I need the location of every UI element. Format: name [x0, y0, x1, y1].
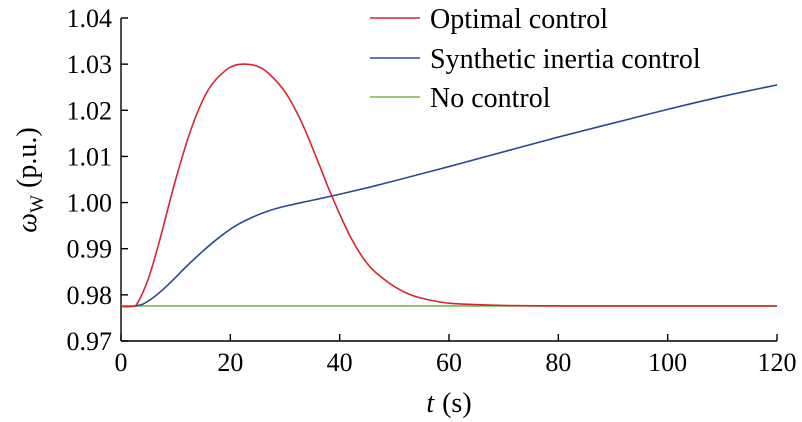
legend-label-optimal-control: Optimal control — [430, 4, 608, 35]
y-tick-label: 1.01 — [67, 142, 113, 171]
x-tick-label: 0 — [115, 348, 128, 377]
legend-label-no-control: No control — [430, 83, 551, 114]
y-tick-label: 1.02 — [67, 96, 113, 125]
x-tick-label: 80 — [545, 348, 571, 377]
x-axis-unit: (s) — [442, 388, 472, 419]
y-axis-symbol: ω — [12, 213, 43, 233]
x-tick-label: 100 — [648, 348, 687, 377]
y-axis-subscript: W — [27, 195, 48, 213]
x-tick-label: 40 — [327, 348, 353, 377]
y-axis-unit: (p.u.) — [12, 127, 43, 188]
y-tick-label: 0.97 — [67, 327, 113, 356]
ticks: 0 20 40 60 80 100 120 0.97 0.98 0.99 1.00 1.01 1.02 1… — [67, 4, 797, 377]
x-tick-label: 20 — [217, 348, 243, 377]
series-layer — [120, 63, 778, 308]
x-axis-title: t (s) — [426, 388, 471, 419]
x-tick-label: 60 — [436, 348, 462, 377]
y-tick-label: 0.98 — [67, 281, 113, 310]
y-tick-label: 0.99 — [67, 235, 113, 264]
series-line-synthetic-inertia-control — [120, 84, 778, 308]
series-line-optimal-control — [120, 63, 777, 308]
y-tick-label: 1.03 — [67, 50, 113, 79]
legend-label-synthetic-inertia-control: Synthetic inertia control — [430, 44, 701, 75]
legend: Optimal control Synthetic inertia contro… — [370, 4, 701, 114]
y-tick-label: 1.00 — [67, 189, 113, 218]
y-axis-title: ωW (p.u.) — [12, 127, 48, 232]
x-tick-label: 120 — [758, 348, 797, 377]
y-tick-label: 1.04 — [67, 4, 113, 33]
x-axis-variable: t — [426, 388, 435, 419]
